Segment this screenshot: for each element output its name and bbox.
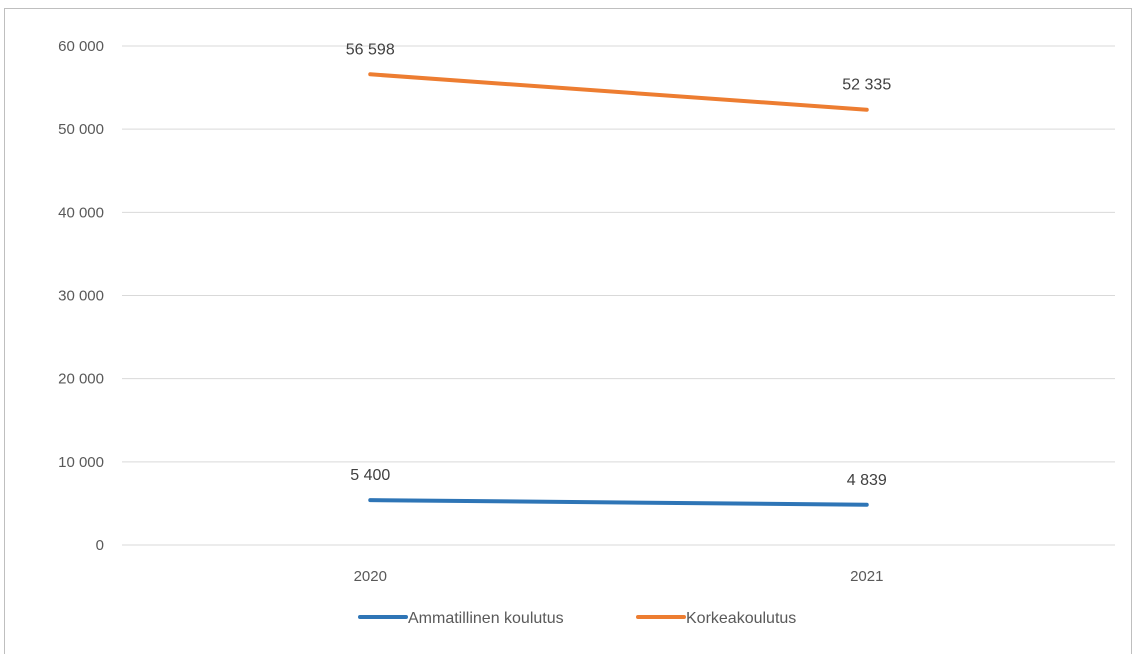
- y-tick-label: 50 000: [58, 121, 104, 138]
- y-tick-label: 40 000: [58, 204, 104, 221]
- data-label: 5 400: [350, 467, 390, 484]
- y-tick-label: 30 000: [58, 288, 104, 305]
- series-line: [368, 498, 869, 507]
- legend-label: Ammatillinen koulutus: [408, 610, 564, 627]
- series-line: [368, 72, 869, 112]
- y-tick-label: 0: [96, 537, 104, 554]
- x-axis-ticks: 2020 2021: [354, 568, 884, 585]
- y-tick-label: 60 000: [58, 38, 104, 55]
- y-axis-ticks: 0 10 000 20 000 30 000 40 000 50 000 60 000: [58, 38, 104, 554]
- data-labels: 5 400 4 839 56 598 52 335: [346, 41, 892, 488]
- legend-label: Korkeakoulutus: [686, 610, 796, 627]
- data-label: 52 335: [842, 77, 891, 94]
- series-lines: [368, 72, 869, 507]
- data-label: 4 839: [847, 472, 887, 489]
- y-tick-label: 20 000: [58, 371, 104, 388]
- gridlines: [122, 45, 1115, 546]
- data-label: 56 598: [346, 41, 395, 58]
- legend: Ammatillinen koulutus Korkeakoulutus: [358, 610, 796, 627]
- x-tick-label: 2021: [850, 568, 883, 585]
- chart-frame: [4, 8, 1132, 654]
- x-tick-label: 2020: [354, 568, 387, 585]
- y-tick-label: 10 000: [58, 454, 104, 471]
